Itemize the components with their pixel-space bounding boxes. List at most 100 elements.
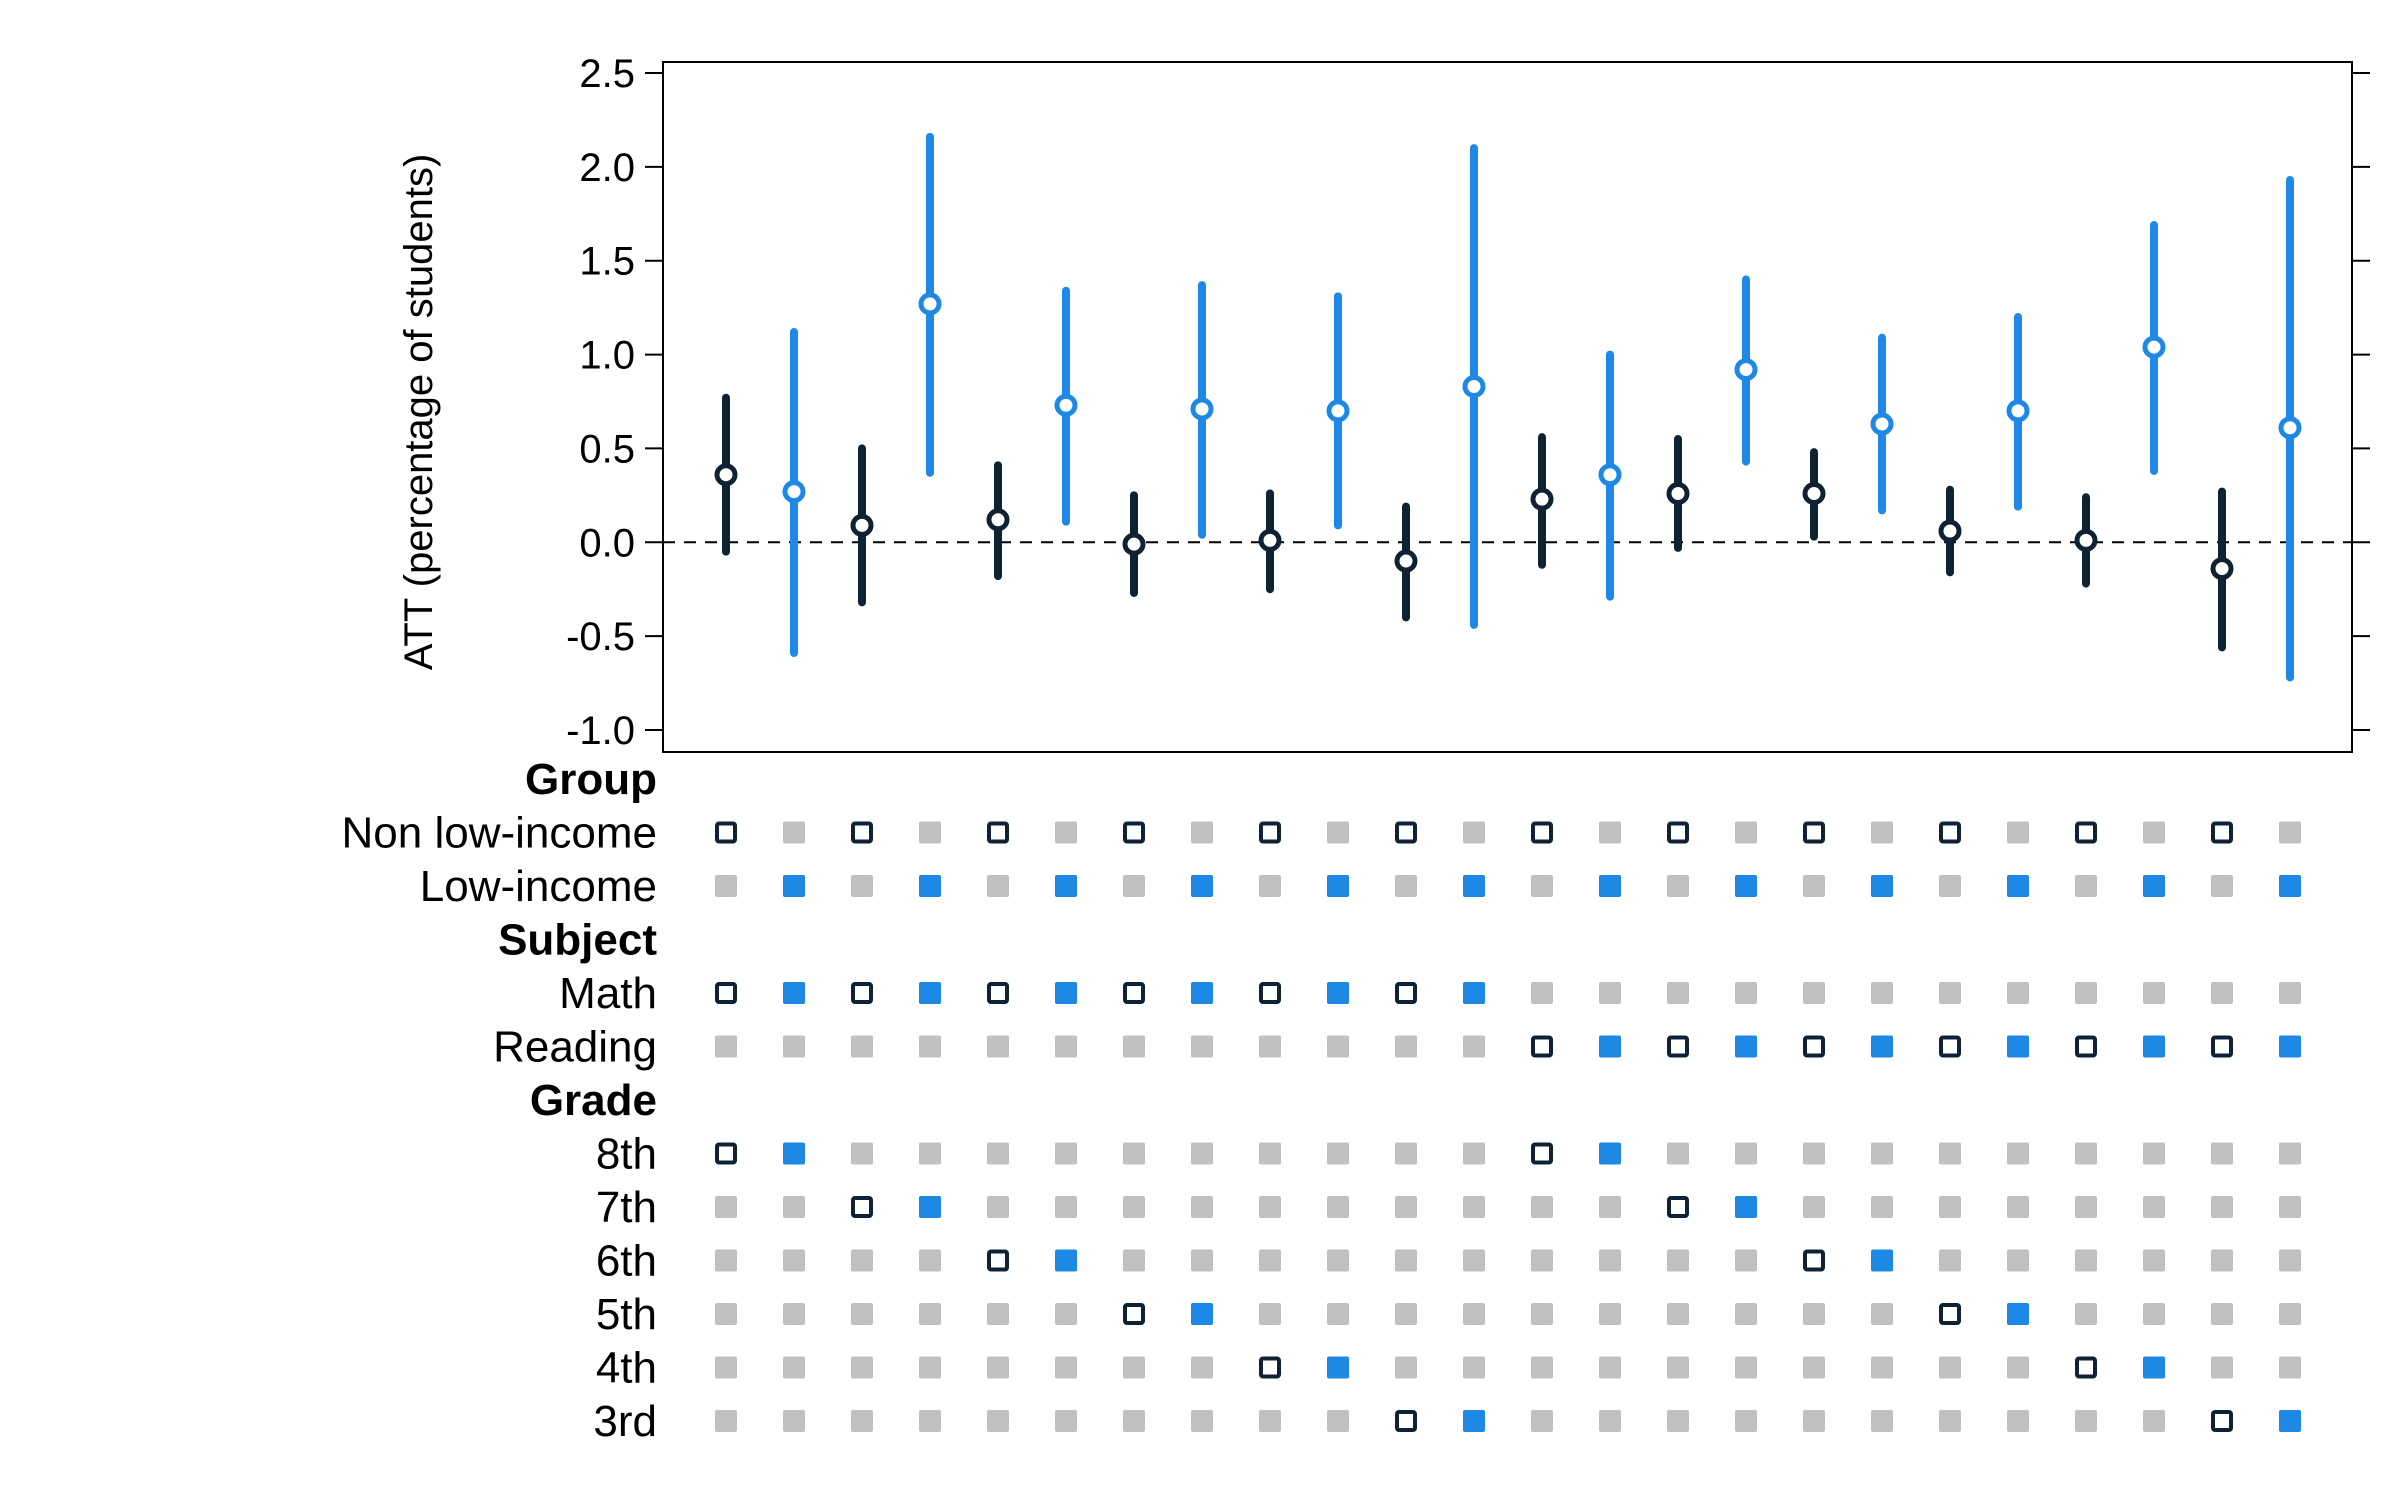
matrix-cell-inactive (1531, 1249, 1553, 1272)
matrix-cell-inactive (1259, 1303, 1281, 1325)
matrix-cell-inactive (2279, 1142, 2301, 1165)
matrix-cell-inactive (1259, 1142, 1281, 1165)
matrix-cell-inactive (1871, 982, 1893, 1004)
matrix-cell-inactive (1871, 821, 1893, 844)
y-tick-label: -1.0 (566, 709, 635, 753)
matrix-cell-inactive (851, 1356, 873, 1379)
y-tick-label: 2.0 (579, 146, 635, 190)
matrix-cell-inactive (783, 1035, 805, 1058)
matrix-cell-inactive (851, 1410, 873, 1432)
matrix-cell-inactive (987, 1356, 1009, 1379)
point-estimate (918, 292, 942, 316)
matrix-cell-inactive (1803, 982, 1825, 1004)
matrix-cell-inactive (1463, 1142, 1485, 1165)
matrix-cell-filled (1327, 875, 1349, 897)
matrix-cell-inactive (1599, 982, 1621, 1004)
estimate-10 (1326, 292, 1350, 530)
matrix-cell-inactive (919, 1142, 941, 1165)
matrix-cell-inactive (1259, 875, 1281, 897)
matrix-cell-inactive (2211, 1356, 2233, 1379)
matrix-cell-filled (2007, 1035, 2029, 1058)
row-label-8th: 8th (596, 1130, 657, 1179)
matrix-cell-filled (1735, 1035, 1757, 1058)
matrix-cell-filled (1191, 1303, 1213, 1325)
matrix-cell-filled (919, 875, 941, 897)
matrix-cell-inactive (1463, 1196, 1485, 1218)
matrix-cell-filled (1327, 1356, 1349, 1379)
matrix-cell-filled (783, 875, 805, 897)
matrix-cell-inactive (1327, 1196, 1349, 1218)
matrix-cell-filled (919, 982, 941, 1004)
matrix-cell-filled (1463, 982, 1485, 1004)
matrix-cell-inactive (2075, 1410, 2097, 1432)
matrix-cell-hollow (851, 982, 873, 1004)
point-estimate (2006, 399, 2030, 423)
matrix-cell-inactive (2007, 1196, 2029, 1218)
row-label-non-low-income: Non low-income (342, 809, 657, 858)
row-label-math: Math (559, 969, 657, 1018)
estimate-24 (2278, 175, 2302, 682)
matrix-cell-hollow (1803, 1035, 1825, 1058)
matrix-cell-hollow (1259, 1356, 1281, 1379)
matrix-cell-hollow (1395, 821, 1417, 844)
matrix-cell-filled (1055, 982, 1077, 1004)
point-estimate (782, 480, 806, 504)
matrix-cell-filled (1327, 982, 1349, 1004)
matrix-cell-inactive (1599, 1410, 1621, 1432)
matrix-cell-inactive (1123, 1196, 1145, 1218)
matrix-cell-inactive (1735, 1303, 1757, 1325)
matrix-cell-inactive (2007, 1410, 2029, 1432)
matrix-cell-filled (2279, 1035, 2301, 1058)
matrix-cell-inactive (1531, 1303, 1553, 1325)
matrix-cell-inactive (851, 1142, 873, 1165)
matrix-cell-hollow (1531, 1142, 1553, 1165)
matrix-cell-inactive (1395, 1249, 1417, 1272)
matrix-cell-inactive (1871, 1196, 1893, 1218)
y-tick-label: 1.0 (579, 334, 635, 378)
y-tick-label: -0.5 (566, 615, 635, 659)
matrix-cell-filled (783, 982, 805, 1004)
point-estimate (714, 463, 738, 487)
estimate-23 (2210, 487, 2234, 652)
matrix-cell-inactive (2211, 1249, 2233, 1272)
matrix-cell-inactive (2007, 1142, 2029, 1165)
matrix-cell-inactive (1599, 1303, 1621, 1325)
matrix-cell-inactive (715, 1035, 737, 1058)
matrix-cell-inactive (1667, 1142, 1689, 1165)
matrix-cell-inactive (2211, 982, 2233, 1004)
matrix-cell-inactive (1055, 1196, 1077, 1218)
y-axis: -1.0 -0.5 0.0 0.5 1.0 1.5 2.0 2.5 (566, 52, 2370, 753)
y-axis-label: ATT (percentage of students) (397, 154, 441, 671)
matrix-cell-inactive (1803, 1303, 1825, 1325)
matrix-cell-filled (1599, 875, 1621, 897)
matrix-cell-hollow (1395, 1410, 1417, 1432)
matrix-cell-inactive (1395, 1196, 1417, 1218)
point-estimate (1938, 519, 1962, 543)
matrix-cell-inactive (1259, 1410, 1281, 1432)
matrix-cell-inactive (1939, 1249, 1961, 1272)
point-estimate (1666, 481, 1690, 505)
point-estimate (1598, 463, 1622, 487)
matrix-cell-inactive (1191, 1356, 1213, 1379)
matrix-cell-inactive (1123, 1035, 1145, 1058)
matrix-cell-inactive (1055, 1303, 1077, 1325)
y-tick-label: 1.5 (579, 240, 635, 284)
matrix-cell-inactive (1939, 1356, 1961, 1379)
matrix-cell-inactive (1871, 1142, 1893, 1165)
matrix-cell-hollow (1667, 821, 1689, 844)
matrix-cell-inactive (1803, 1196, 1825, 1218)
estimate-18 (1870, 333, 1894, 515)
matrix-cell-filled (919, 1196, 941, 1218)
estimate-22 (2142, 221, 2166, 475)
matrix-cell-inactive (783, 1356, 805, 1379)
point-estimate (1326, 399, 1350, 423)
matrix-cell-inactive (1871, 1303, 1893, 1325)
matrix-cell-hollow (1939, 1303, 1961, 1325)
matrix-cell-hollow (1667, 1035, 1689, 1058)
estimate-12 (1462, 144, 1486, 629)
matrix-cell-inactive (783, 1410, 805, 1432)
matrix-cell-inactive (2279, 982, 2301, 1004)
matrix-cell-hollow (1939, 821, 1961, 844)
matrix-cell-inactive (1803, 875, 1825, 897)
matrix-cell-hollow (2211, 1035, 2233, 1058)
